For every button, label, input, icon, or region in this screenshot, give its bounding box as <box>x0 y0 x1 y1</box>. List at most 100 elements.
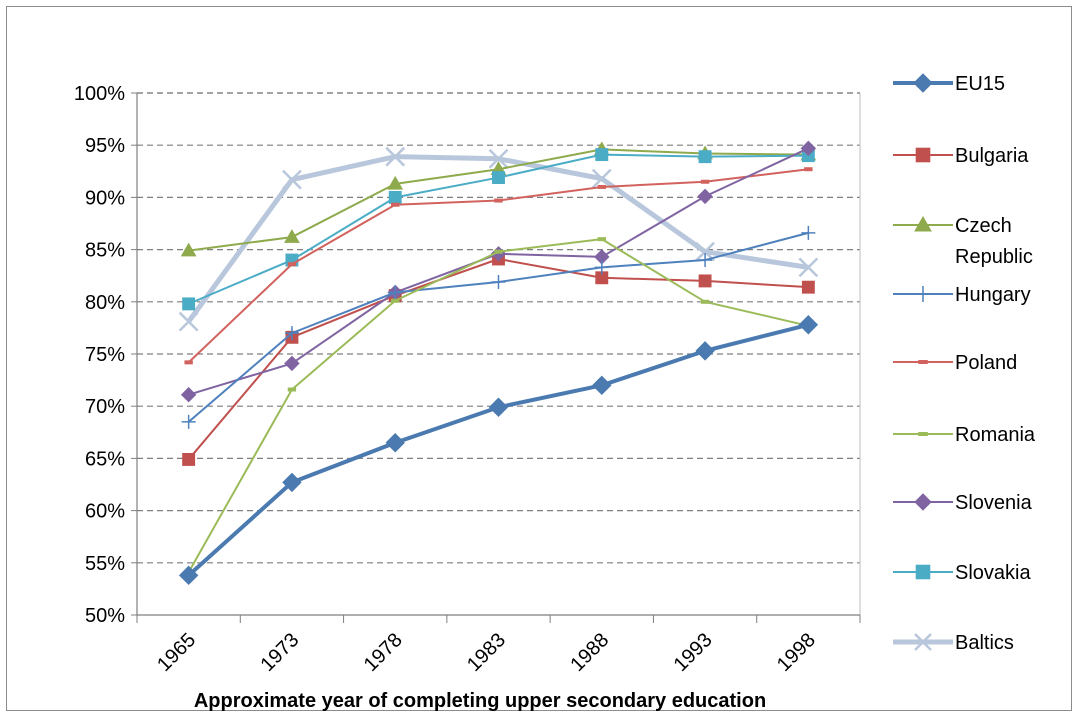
data-point <box>488 148 509 169</box>
legend-label: Czech <box>955 215 1012 237</box>
legend-label: Baltics <box>955 632 1014 654</box>
legend-item: Slovenia <box>893 492 1033 514</box>
chart-frame <box>6 6 1072 711</box>
data-point <box>700 179 710 184</box>
data-point-stroke <box>798 257 819 278</box>
data-point <box>494 198 503 203</box>
x-tick-label: 1988 <box>566 629 613 676</box>
data-point <box>918 360 928 364</box>
x-tick-label: 1998 <box>773 629 820 676</box>
y-tick-label: 90% <box>85 187 125 209</box>
data-point <box>798 315 819 335</box>
data-point <box>184 360 193 365</box>
x-tick-label: 1965 <box>153 629 200 676</box>
data-point <box>182 297 196 311</box>
data-point-stroke <box>178 311 199 332</box>
legend-item: Baltics <box>893 632 1014 654</box>
legend: EU15 Bulgaria Czech Republic Hungary Poland Ro… <box>893 73 1036 654</box>
data-point <box>284 326 299 341</box>
data-point <box>182 452 196 466</box>
legend-item: Slovakia <box>893 562 1031 584</box>
y-axis-ticks: 50% 55% 60% 65% 70% 75% 80% 85% 90% 95% 100% <box>74 83 137 627</box>
data-point <box>804 167 813 172</box>
legend-item: Bulgaria <box>893 145 1029 167</box>
y-tick-label: 65% <box>85 448 125 470</box>
data-point <box>180 387 197 403</box>
legend-label: Bulgaria <box>955 145 1029 167</box>
data-point <box>801 225 816 240</box>
data-point <box>391 202 400 207</box>
data-point <box>284 229 300 243</box>
data-point <box>282 472 302 493</box>
legend-item: Hungary <box>893 284 1031 306</box>
data-point <box>914 215 932 232</box>
y-tick-label: 80% <box>85 292 125 314</box>
data-point <box>387 175 404 190</box>
series-eu15 <box>178 315 819 586</box>
data-point <box>801 280 815 294</box>
legend-item: Poland <box>893 352 1017 374</box>
data-point <box>178 311 199 332</box>
x-axis-title: Approximate year of completing upper sec… <box>194 690 766 712</box>
data-point <box>915 564 931 580</box>
data-point <box>595 148 609 162</box>
data-point <box>913 73 933 93</box>
series-layer <box>178 140 819 586</box>
legend-label: Poland <box>955 352 1017 374</box>
data-point <box>700 299 710 304</box>
data-point <box>698 150 712 164</box>
series-hungary <box>181 225 816 429</box>
data-point <box>494 249 503 254</box>
data-point <box>591 168 612 189</box>
data-point <box>385 146 406 167</box>
data-point <box>918 432 928 436</box>
y-tick-label: 100% <box>74 83 125 105</box>
data-point <box>492 171 505 185</box>
y-tick-label: 70% <box>85 396 125 418</box>
data-point <box>491 274 506 289</box>
legend-label: Hungary <box>955 284 1031 306</box>
legend-label: Slovakia <box>955 562 1031 584</box>
legend-label: Romania <box>955 424 1036 446</box>
data-point <box>695 341 715 361</box>
data-point-stroke <box>695 241 715 262</box>
legend-item: Czech Republic <box>893 215 1033 268</box>
legend-label: Republic <box>955 246 1033 268</box>
data-point <box>914 493 932 511</box>
x-tick-label: 1993 <box>670 629 717 676</box>
data-point-stroke <box>914 633 932 651</box>
data-point <box>697 188 713 205</box>
data-point <box>915 147 931 163</box>
series-slovenia <box>180 140 817 403</box>
data-point <box>915 286 931 302</box>
data-point-stroke <box>591 168 612 189</box>
data-point <box>597 184 606 189</box>
y-tick-label: 60% <box>85 501 125 523</box>
series-baltics <box>178 146 819 332</box>
data-point <box>284 355 300 372</box>
y-tick-label: 50% <box>85 605 125 627</box>
x-tick-label: 1983 <box>463 629 510 676</box>
x-axis-ticks: 1965 1973 1978 1983 1988 1993 1998 <box>136 615 861 676</box>
legend-label: EU15 <box>955 73 1005 95</box>
data-point-stroke <box>488 148 509 169</box>
data-point-stroke <box>282 169 302 190</box>
data-point-stroke <box>385 146 406 167</box>
data-point <box>800 140 817 157</box>
data-point <box>798 257 819 278</box>
data-point <box>698 253 713 268</box>
data-point <box>282 169 302 190</box>
data-point <box>385 433 405 453</box>
y-tick-label: 85% <box>85 240 125 262</box>
data-point <box>597 237 606 242</box>
series-line <box>187 168 809 364</box>
series-line <box>188 147 809 396</box>
legend-label: Slovenia <box>955 492 1033 514</box>
data-point <box>287 387 297 392</box>
legend-item: EU15 <box>893 73 1005 95</box>
y-tick-label: 75% <box>85 344 125 366</box>
data-point <box>391 298 400 303</box>
data-point <box>488 397 509 417</box>
series-line <box>187 322 809 577</box>
x-tick-label: 1973 <box>256 629 303 676</box>
